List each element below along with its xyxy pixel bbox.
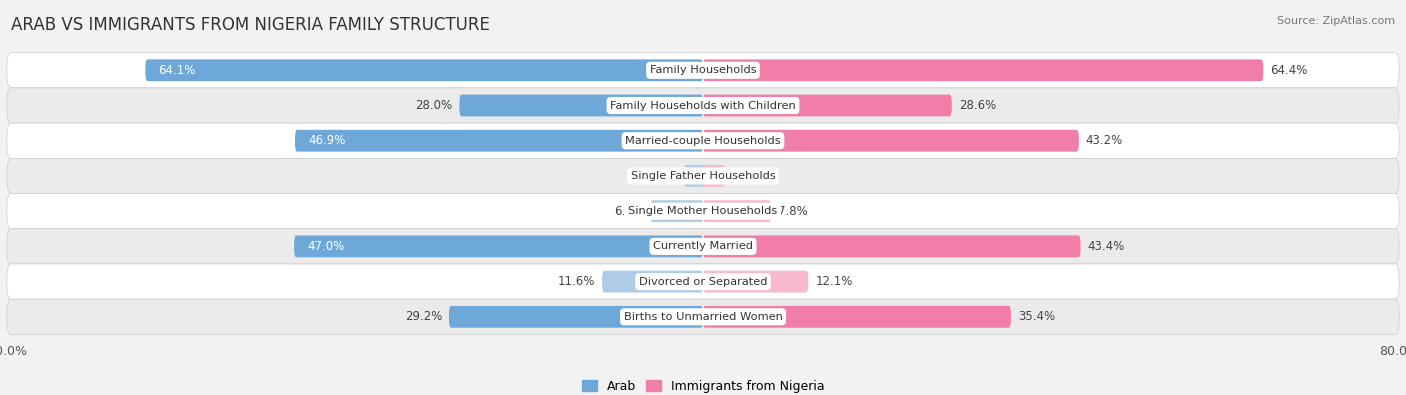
FancyBboxPatch shape (703, 59, 1263, 81)
Text: 43.2%: 43.2% (1085, 134, 1123, 147)
FancyBboxPatch shape (703, 271, 808, 293)
FancyBboxPatch shape (703, 306, 1011, 328)
FancyBboxPatch shape (703, 235, 1081, 257)
Text: 64.1%: 64.1% (159, 64, 195, 77)
Text: 2.4%: 2.4% (731, 169, 761, 182)
Text: 28.0%: 28.0% (415, 99, 453, 112)
Text: 29.2%: 29.2% (405, 310, 441, 324)
FancyBboxPatch shape (7, 194, 1399, 229)
Text: 7.8%: 7.8% (778, 205, 807, 218)
Text: 2.1%: 2.1% (648, 169, 678, 182)
FancyBboxPatch shape (449, 306, 703, 328)
FancyBboxPatch shape (295, 130, 703, 152)
FancyBboxPatch shape (651, 200, 703, 222)
FancyBboxPatch shape (685, 165, 703, 187)
FancyBboxPatch shape (7, 53, 1399, 88)
Text: 6.0%: 6.0% (614, 205, 644, 218)
Text: Currently Married: Currently Married (652, 241, 754, 251)
FancyBboxPatch shape (703, 200, 770, 222)
FancyBboxPatch shape (460, 94, 703, 117)
FancyBboxPatch shape (7, 88, 1399, 123)
FancyBboxPatch shape (7, 158, 1399, 194)
Text: Single Mother Households: Single Mother Households (628, 206, 778, 216)
Text: Single Father Households: Single Father Households (631, 171, 775, 181)
FancyBboxPatch shape (145, 59, 703, 81)
Text: Married-couple Households: Married-couple Households (626, 136, 780, 146)
FancyBboxPatch shape (7, 264, 1399, 299)
FancyBboxPatch shape (703, 165, 724, 187)
Text: Divorced or Separated: Divorced or Separated (638, 276, 768, 287)
FancyBboxPatch shape (294, 235, 703, 257)
Text: Family Households: Family Households (650, 65, 756, 75)
Text: 47.0%: 47.0% (307, 240, 344, 253)
Text: ARAB VS IMMIGRANTS FROM NIGERIA FAMILY STRUCTURE: ARAB VS IMMIGRANTS FROM NIGERIA FAMILY S… (11, 16, 491, 34)
Text: 64.4%: 64.4% (1270, 64, 1308, 77)
Text: Family Households with Children: Family Households with Children (610, 100, 796, 111)
FancyBboxPatch shape (703, 130, 1078, 152)
FancyBboxPatch shape (7, 299, 1399, 335)
FancyBboxPatch shape (703, 94, 952, 117)
Text: Source: ZipAtlas.com: Source: ZipAtlas.com (1277, 16, 1395, 26)
Legend: Arab, Immigrants from Nigeria: Arab, Immigrants from Nigeria (576, 375, 830, 395)
Text: 11.6%: 11.6% (558, 275, 595, 288)
Text: 12.1%: 12.1% (815, 275, 852, 288)
FancyBboxPatch shape (7, 123, 1399, 158)
Text: Births to Unmarried Women: Births to Unmarried Women (624, 312, 782, 322)
FancyBboxPatch shape (7, 229, 1399, 264)
FancyBboxPatch shape (602, 271, 703, 293)
Text: 28.6%: 28.6% (959, 99, 995, 112)
Text: 35.4%: 35.4% (1018, 310, 1054, 324)
Text: 43.4%: 43.4% (1087, 240, 1125, 253)
Text: 46.9%: 46.9% (308, 134, 346, 147)
